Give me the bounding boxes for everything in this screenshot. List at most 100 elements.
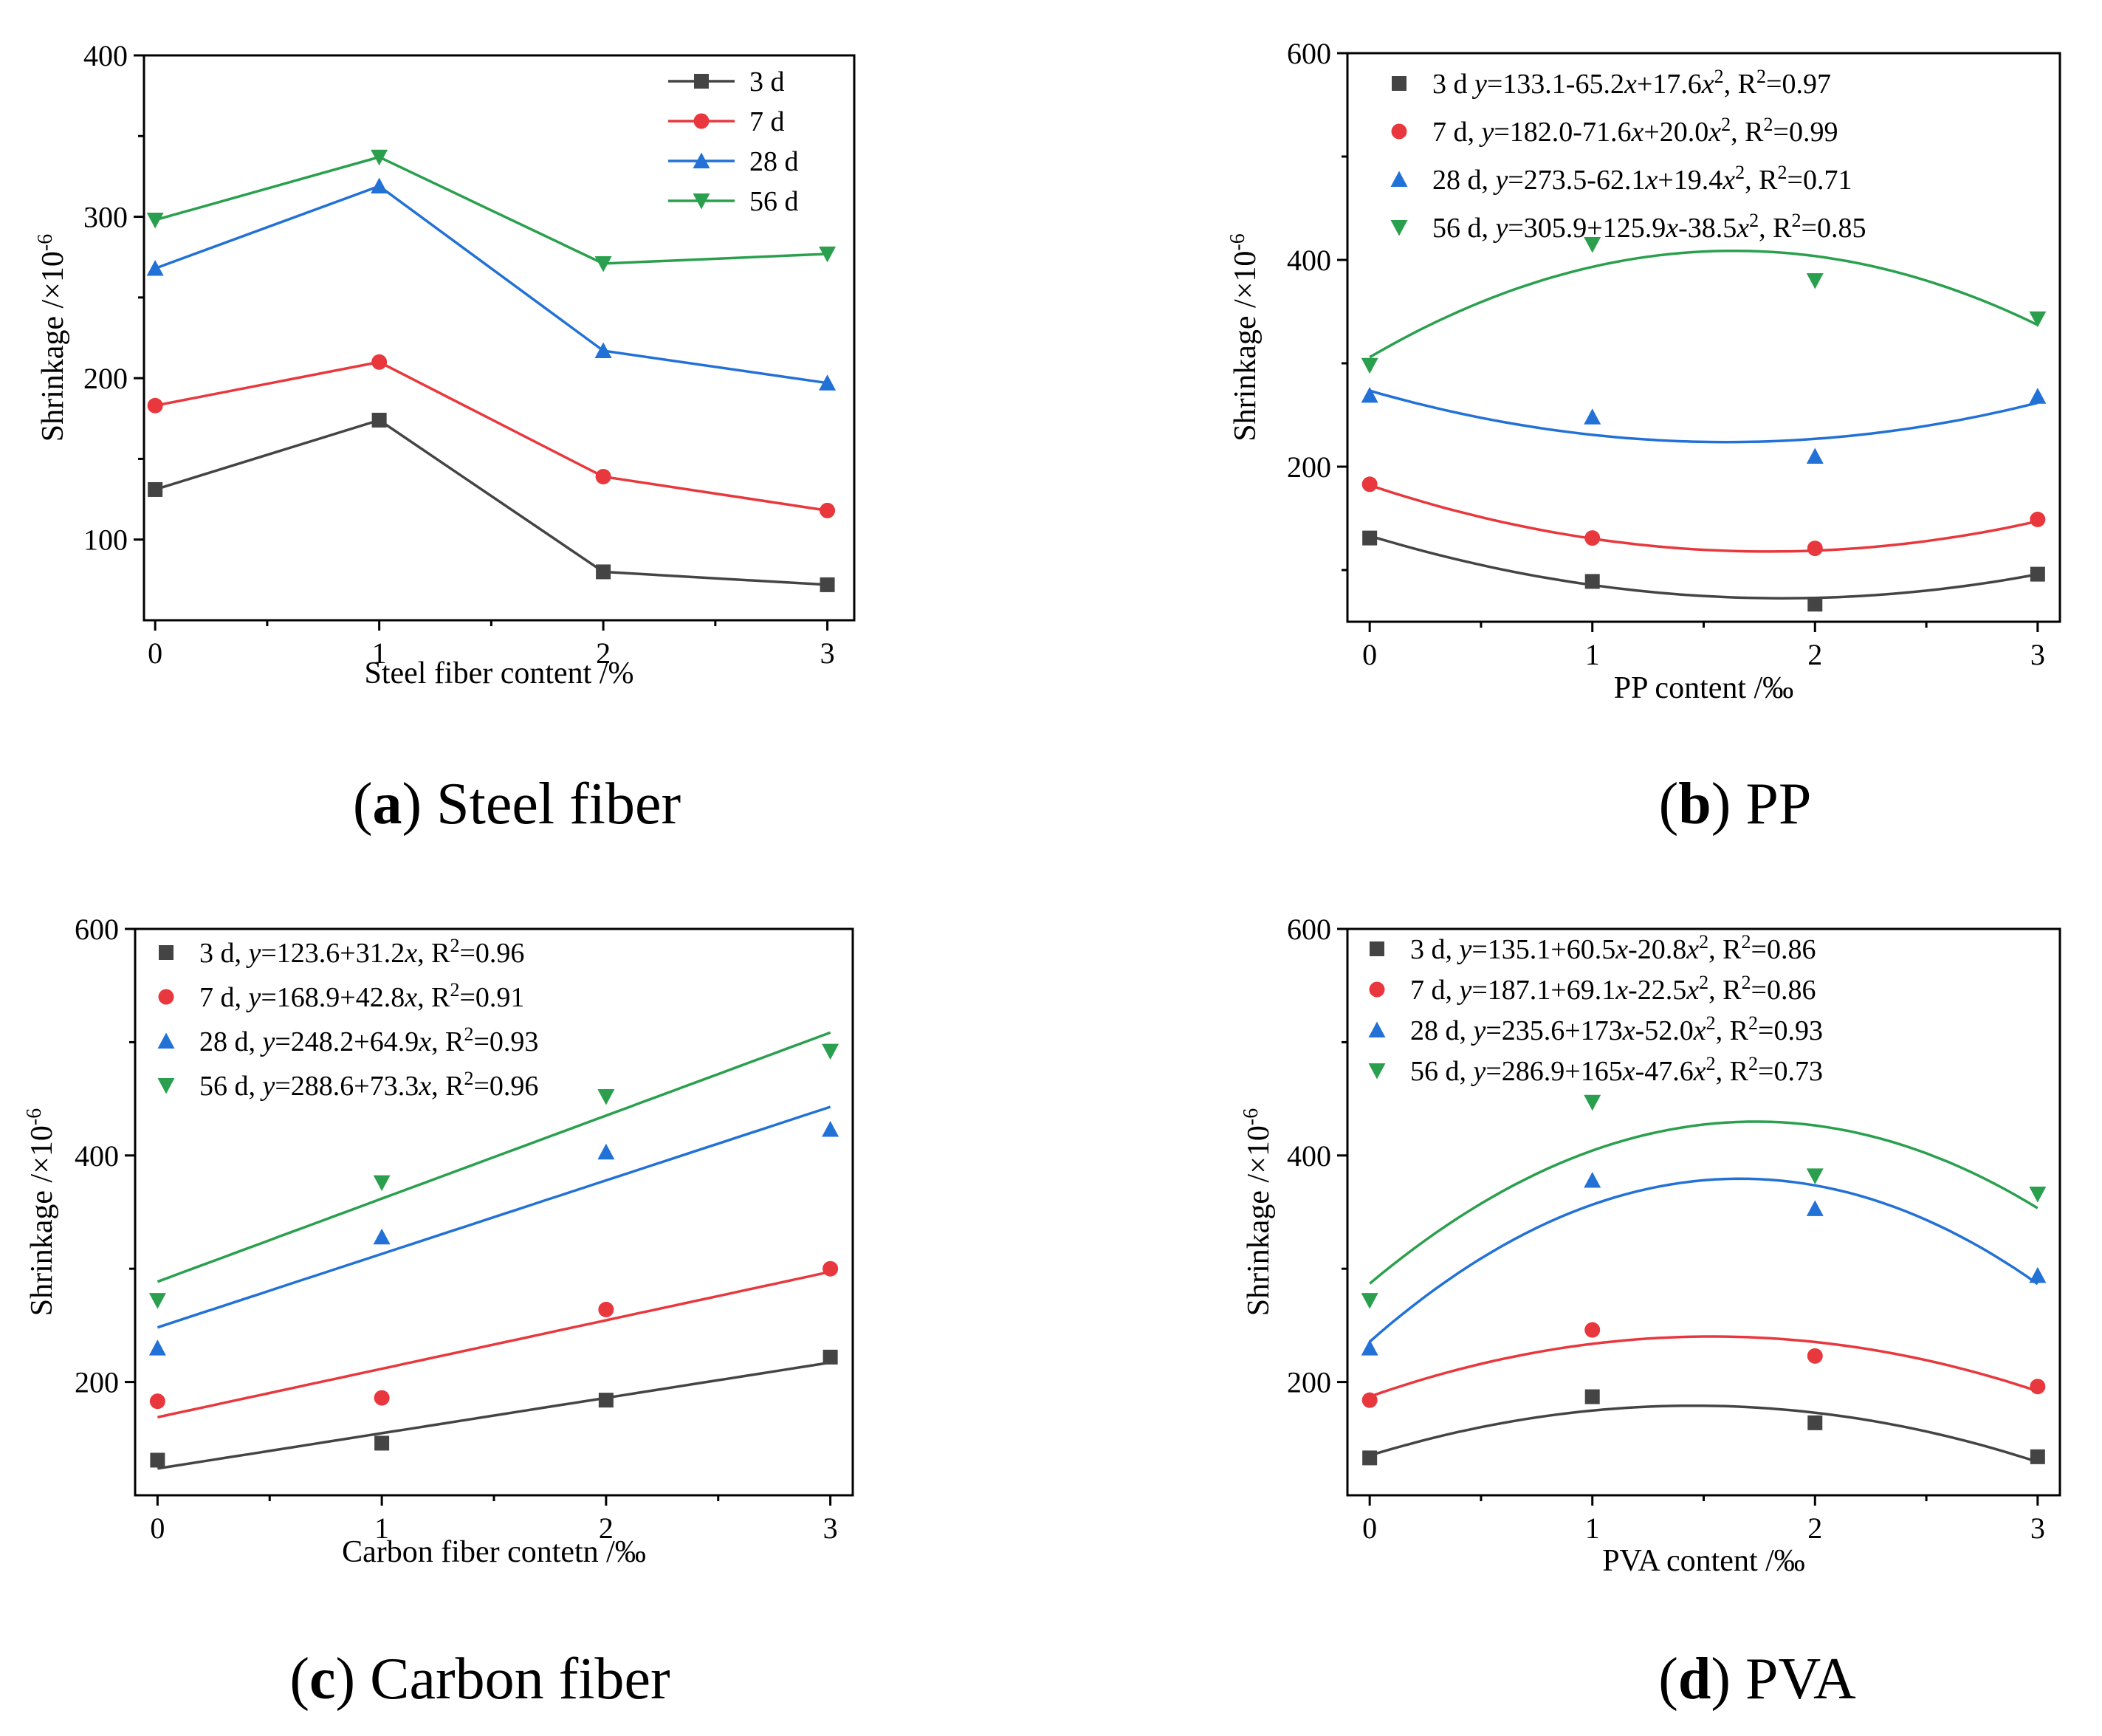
- data-point: [1362, 1450, 1378, 1466]
- data-point: [822, 1043, 839, 1060]
- data-point: [1362, 530, 1378, 546]
- y-tick-label: 200: [1287, 450, 1331, 484]
- y-tick-label: 200: [1287, 1366, 1331, 1399]
- legend-label: 56 d, y=288.6+73.3x, R2=0.96: [199, 1068, 538, 1102]
- data-point: [1361, 1392, 1378, 1408]
- legend-marker: [1390, 171, 1408, 187]
- data-point: [148, 1293, 166, 1309]
- legend-label: 7 d, y=182.0-71.6x+20.0x2, R2=0.99: [1432, 114, 1838, 148]
- data-point: [371, 412, 387, 428]
- y-axis-label-exponent: -6: [34, 234, 57, 251]
- fit-curve: [1369, 535, 2039, 600]
- data-point: [1584, 1389, 1600, 1404]
- plot-frame: [134, 927, 854, 1497]
- legend-label: 3 d, y=123.6+31.2x, R2=0.96: [199, 935, 524, 970]
- data-point: [2030, 1449, 2045, 1464]
- legend-label: 56 d, y=305.9+125.9x-38.5x2, R2=0.85: [1432, 210, 1866, 244]
- data-point: [1584, 1322, 1601, 1338]
- series-line: [154, 185, 828, 385]
- data-point: [1807, 541, 1823, 557]
- panel-caption-text: Steel fiber: [436, 772, 681, 837]
- x-tick-label: 2: [596, 637, 611, 670]
- panel-caption-text: PP: [1745, 772, 1811, 837]
- data-point: [146, 212, 164, 229]
- data-point: [1806, 273, 1824, 289]
- legend-marker: [1390, 220, 1408, 236]
- series-7d: [149, 1260, 839, 1419]
- y-tick-label: 400: [1287, 1139, 1331, 1173]
- series-28d: [1361, 1172, 2047, 1356]
- legend-marker: [693, 152, 710, 168]
- fit-curve: [1369, 389, 2039, 444]
- series-56d: [148, 1031, 839, 1309]
- x-tick-label: 2: [1807, 1512, 1822, 1545]
- data-point: [148, 481, 163, 497]
- data-point: [597, 1143, 615, 1160]
- panel-caption-text: PVA: [1745, 1647, 1856, 1712]
- x-tick-label: 0: [1362, 638, 1377, 671]
- x-tick-label: 2: [1807, 638, 1822, 671]
- legend-marker: [158, 989, 174, 1005]
- data-point: [373, 1175, 391, 1192]
- y-axis-label-exponent: -6: [23, 1108, 46, 1125]
- y-tick-label: 600: [75, 913, 119, 946]
- data-point: [595, 468, 611, 484]
- legend-marker: [1368, 1021, 1386, 1037]
- data-point: [1361, 1293, 1378, 1309]
- y-axis-label: Shrinkage /×10-6: [1240, 1108, 1277, 1316]
- series-56d: [1361, 237, 2047, 374]
- legend-marker: [693, 193, 710, 210]
- data-point: [1807, 597, 1823, 612]
- data-point: [822, 1260, 839, 1277]
- data-point: [371, 177, 388, 194]
- legend-marker: [694, 74, 709, 89]
- y-axis-label-text: Shrinkage /×10: [36, 251, 70, 442]
- y-axis-label-text: Shrinkage /×10: [1229, 251, 1263, 442]
- legend-marker: [157, 1032, 175, 1049]
- fit-curve: [157, 1031, 831, 1283]
- panel-caption: (d) PVA: [1658, 1647, 1856, 1712]
- x-tick-label: 2: [599, 1512, 614, 1545]
- series-line: [154, 360, 828, 512]
- y-tick-label: 300: [83, 201, 128, 234]
- data-point: [822, 1121, 839, 1137]
- legend-label: 7 d, y=168.9+42.8x, R2=0.91: [199, 979, 524, 1014]
- legend-label: 56 d, y=286.9+165x-47.6x2, R2=0.73: [1410, 1053, 1823, 1088]
- data-point: [1584, 574, 1600, 589]
- data-point: [1584, 237, 1601, 253]
- fit-curve: [157, 1361, 831, 1470]
- fit-curve: [1369, 1335, 2039, 1399]
- y-axis-label: Shrinkage /×10-6: [1226, 233, 1263, 441]
- legend-marker: [157, 1078, 175, 1094]
- panel-caption: (c) Carbon fiber: [289, 1647, 670, 1712]
- y-tick-label: 600: [1287, 913, 1331, 946]
- data-point: [819, 246, 837, 263]
- legend-label: 28 d: [749, 146, 799, 177]
- x-tick-label: 1: [1585, 1512, 1600, 1545]
- series-3d: [1362, 530, 2045, 612]
- legend-marker: [1392, 76, 1407, 91]
- legend-label: 7 d: [749, 106, 785, 137]
- data-point: [371, 354, 388, 370]
- panel-caption: (b) PP: [1659, 772, 1812, 837]
- data-point: [374, 1390, 390, 1406]
- data-point: [598, 1393, 614, 1408]
- y-axis-label-text: Shrinkage /×10: [1242, 1125, 1276, 1316]
- data-point: [1807, 1348, 1823, 1364]
- data-point: [819, 374, 837, 391]
- data-point: [2030, 1379, 2046, 1395]
- x-tick-label: 1: [374, 1512, 389, 1545]
- series-56d: [1361, 1094, 2047, 1309]
- legend-marker: [693, 113, 710, 129]
- data-point: [596, 564, 611, 580]
- data-point: [597, 1089, 615, 1105]
- y-axis-label-exponent: -6: [1226, 233, 1249, 250]
- legend-label: 56 d: [749, 186, 799, 217]
- data-point: [150, 1452, 165, 1468]
- y-tick-label: 200: [83, 362, 128, 395]
- data-point: [1584, 1094, 1601, 1111]
- data-point: [1806, 1200, 1824, 1216]
- series-line: [154, 155, 828, 265]
- y-axis-label: Shrinkage /×10-6: [23, 1108, 60, 1316]
- y-tick-label: 200: [75, 1366, 119, 1399]
